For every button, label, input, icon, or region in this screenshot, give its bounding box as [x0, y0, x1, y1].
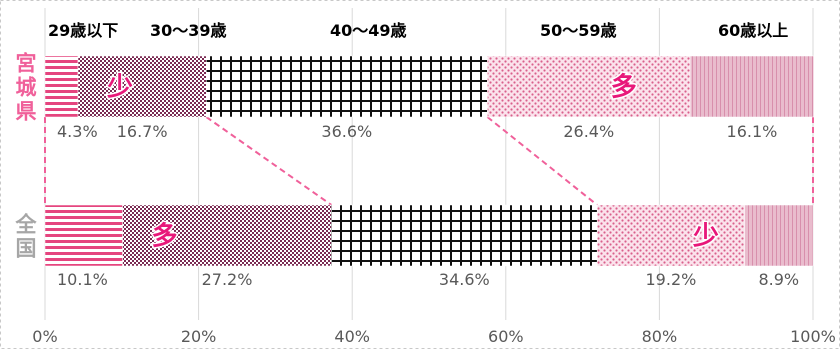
data-label: 36.6% [321, 122, 372, 141]
legend-entry: 60歳以上 [718, 21, 788, 40]
category-label: 全国 [15, 213, 38, 261]
data-label: 34.6% [439, 270, 490, 289]
annotation-label: 多 [152, 222, 178, 252]
data-label: 19.2% [646, 270, 697, 289]
bars [44, 55, 815, 267]
x-tick-labels: 0% 20% 40% 60% 80% 100% [32, 327, 836, 346]
x-tick-label: 40% [334, 327, 370, 346]
data-label: 10.1% [57, 270, 108, 289]
x-tick-label: 0% [32, 327, 57, 346]
bar-segment [331, 204, 598, 267]
annotation-label: 少 [692, 222, 719, 252]
annotation-label: 少 [106, 73, 133, 103]
data-labels: 4.3% 16.7% 36.6% 26.4% 16.1% 10.1% 27.2% 34.6% 1… [57, 122, 799, 289]
connector-lines [44, 116, 814, 206]
bar-segment [44, 204, 123, 267]
bar-segment [689, 55, 815, 118]
data-label: 27.2% [202, 270, 253, 289]
data-label: 4.3% [57, 122, 98, 141]
connector-line [486, 116, 598, 206]
data-label: 8.9% [758, 270, 799, 289]
data-label: 16.7% [117, 122, 168, 141]
x-tick-label: 20% [181, 327, 217, 346]
annotations: 少多多少 [105, 71, 721, 253]
x-tick-label: 60% [488, 327, 524, 346]
bar-segment [206, 55, 488, 118]
bar-segment [596, 204, 745, 267]
data-label: 26.4% [563, 122, 614, 141]
bar-segment [122, 204, 332, 267]
connector-line [205, 116, 333, 206]
data-label: 16.1% [727, 122, 778, 141]
legend-entry: 30～39歳 [150, 21, 227, 40]
legend-entry: 50～59歳 [540, 21, 617, 40]
legend-entry: 40～49歳 [330, 21, 407, 40]
bar-segment [77, 55, 207, 118]
legend: 29歳以下 30～39歳 40～49歳 50～59歳 60歳以上 [48, 21, 788, 40]
legend-entry: 29歳以下 [48, 21, 118, 40]
x-tick-label: 80% [642, 327, 678, 346]
bar-segment [44, 55, 79, 118]
bar-segment [487, 55, 691, 118]
x-tick-label: 100% [790, 327, 836, 346]
category-label: 宮城県 [16, 52, 37, 124]
bar-segment [744, 204, 814, 267]
annotation-label: 多 [611, 73, 637, 103]
